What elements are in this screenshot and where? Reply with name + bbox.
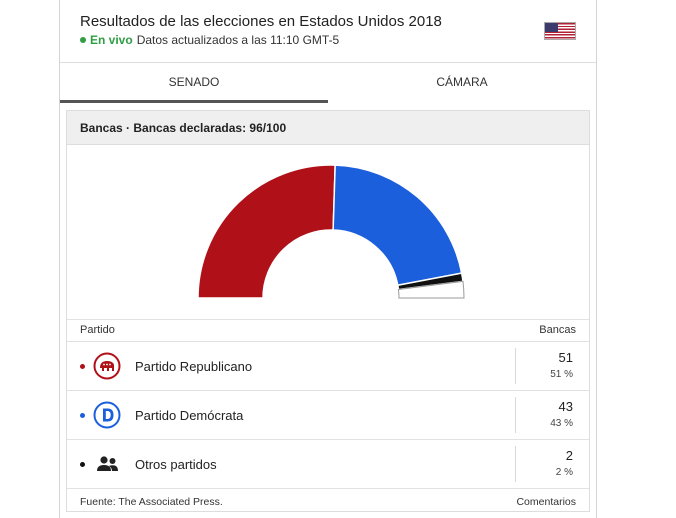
democrat-d-icon <box>93 401 121 429</box>
updated-text: Datos actualizados a las 11:10 GMT-5 <box>136 33 340 47</box>
seat-percent: 2 % <box>555 467 573 478</box>
col-seats-header: Bancas <box>539 324 576 336</box>
results-table: Partido Bancas Partido Republicano 51 51… <box>67 319 589 515</box>
table-row-others: Otros partidos 2 2 % <box>67 440 589 489</box>
seat-count: 51 <box>558 350 573 365</box>
seats-header: Bancas · Bancas declaradas: 96/100 <box>67 111 589 145</box>
col-party-header: Partido <box>80 324 115 336</box>
live-dot-icon <box>80 37 86 43</box>
seats-declared-label: Bancas · Bancas declaradas: 96/100 <box>80 121 287 135</box>
column-divider <box>515 348 516 384</box>
source-text: Fuente: The Associated Press. <box>80 496 223 508</box>
seat-count: 43 <box>558 399 573 414</box>
live-status: En vivo Datos actualizados a las 11:10 GM… <box>80 33 339 47</box>
party-color-dot <box>80 462 85 467</box>
comments-link[interactable]: Comentarios <box>516 496 576 508</box>
us-flag-icon <box>544 22 576 40</box>
hemicycle-segment-1 <box>332 164 463 287</box>
chamber-tabs: SENADO CÁMARA <box>60 63 596 103</box>
people-icon <box>97 456 118 471</box>
table-row-democrat: Partido Demócrata 43 43 % <box>67 391 589 440</box>
party-color-dot <box>80 364 85 369</box>
party-name: Partido Demócrata <box>135 408 244 423</box>
results-panel: Bancas · Bancas declaradas: 96/100 Parti… <box>66 110 590 512</box>
table-row-republican: Partido Republicano 51 51 % <box>67 342 589 391</box>
column-divider <box>515 397 516 433</box>
tab-senado[interactable]: SENADO <box>60 63 328 103</box>
seat-percent: 51 % <box>550 369 573 380</box>
tab-camara[interactable]: CÁMARA <box>436 75 488 89</box>
table-footer: Fuente: The Associated Press. Comentario… <box>67 489 589 515</box>
party-name: Partido Republicano <box>135 359 253 374</box>
widget-title: Resultados de las elecciones en Estados … <box>80 13 442 30</box>
seat-count: 2 <box>565 448 573 463</box>
party-color-dot <box>80 413 85 418</box>
seat-percent: 43 % <box>550 418 573 429</box>
live-label: En vivo <box>90 33 133 47</box>
party-name: Otros partidos <box>135 457 217 472</box>
column-divider <box>515 446 516 482</box>
seats-chart <box>67 145 589 319</box>
table-header: Partido Bancas <box>67 319 589 342</box>
widget-header: Resultados de las elecciones en Estados … <box>60 0 596 63</box>
election-results-widget: Resultados de las elecciones en Estados … <box>59 0 597 518</box>
hemicycle-segment-0 <box>197 164 336 299</box>
hemicycle-segment-3 <box>397 280 465 299</box>
hemicycle-chart <box>197 164 465 299</box>
republican-elephant-icon <box>93 352 121 380</box>
